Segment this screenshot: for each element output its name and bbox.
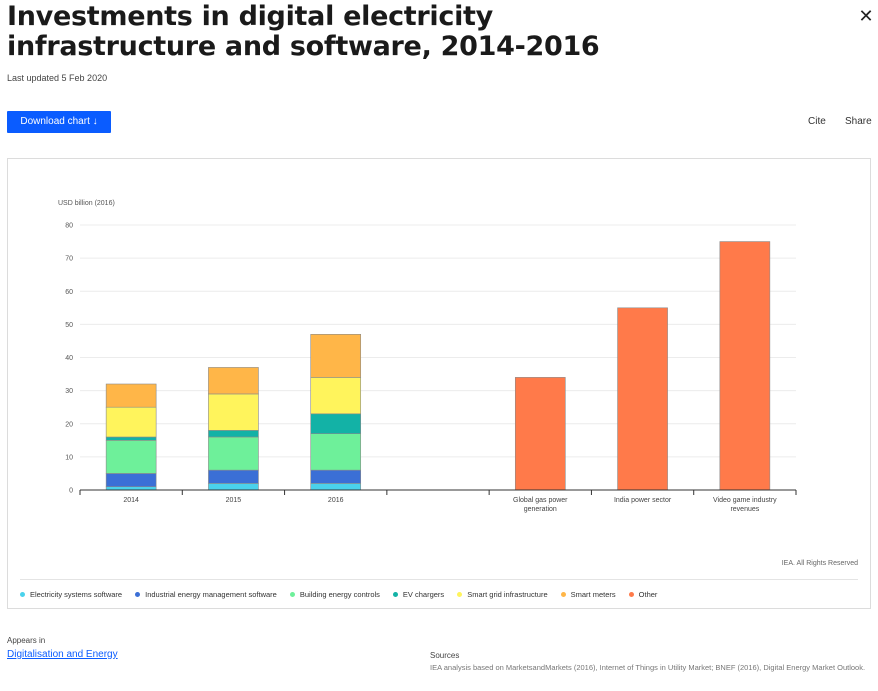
cite-button[interactable]: Cite (808, 116, 826, 127)
legend-swatch (20, 592, 25, 597)
y-tick-label: 50 (65, 322, 73, 329)
legend-swatch (392, 592, 398, 597)
bar-segment (105, 440, 157, 474)
bar-segment (310, 377, 362, 415)
close-icon[interactable]: ✕ (858, 6, 874, 26)
bar-segment (310, 433, 362, 471)
legend-item[interactable]: Industrial energy management software (135, 590, 277, 599)
y-tick-label: 20 (65, 421, 73, 428)
legend-swatch (628, 592, 634, 597)
bar-segment (208, 436, 259, 471)
bar-segment (310, 469, 362, 484)
x-tick-label: 2015 (226, 497, 242, 504)
bar-segment (719, 241, 771, 491)
legend-item[interactable]: Other (628, 590, 658, 599)
y-tick-label: 40 (65, 355, 73, 362)
sources-text: IEA analysis based on MarketsandMarkets … (430, 663, 866, 672)
y-tick-label: 10 (65, 454, 73, 461)
y-tick-label: 60 (65, 289, 73, 296)
y-tick-label: 70 (65, 256, 73, 263)
download-chart-button[interactable]: Download chart ↓ (7, 111, 111, 133)
last-updated: Last updated 5 Feb 2020 (7, 73, 108, 83)
legend-label: EV chargers (402, 590, 445, 599)
bar-segment (310, 334, 362, 378)
legend-divider (20, 579, 858, 580)
legend-label: Electricity systems software (30, 590, 123, 599)
legend-swatch (289, 592, 295, 597)
y-tick-label: 80 (65, 223, 73, 230)
legend-item[interactable]: Electricity systems software (20, 590, 122, 599)
legend-label: Other (638, 590, 658, 599)
legend-item[interactable]: Smart grid infrastructure (457, 590, 548, 599)
appears-in-label: Appears in (7, 636, 46, 645)
x-tick-label: 2014 (123, 497, 139, 504)
bar-segment (617, 307, 668, 491)
bar-segment (208, 469, 259, 484)
bar-segment (208, 430, 259, 438)
x-tick-label: 2016 (328, 497, 344, 504)
x-tick-label: India power sector (614, 497, 672, 504)
chart-legend: Electricity systems software Industrial e… (20, 590, 657, 599)
bar-segment (105, 473, 157, 487)
legend-label: Smart meters (570, 590, 616, 599)
bar-segment (514, 377, 566, 491)
chart-panel: USD billion (2016) 0 10 20 30 40 50 60 70 80 2014 2… (7, 158, 871, 609)
appears-in-link[interactable]: Digitalisation and Energy (7, 649, 118, 660)
x-tick-label: Global gas power generation (513, 497, 568, 513)
rights-note: IEA. All Rights Reserved (781, 560, 858, 567)
legend-swatch (560, 592, 566, 597)
sources-label: Sources (430, 651, 460, 660)
bar-segment (105, 406, 157, 438)
share-button[interactable]: Share (845, 116, 872, 127)
y-tick-label: 30 (65, 388, 73, 395)
legend-swatch (457, 592, 463, 597)
legend-item[interactable]: Smart meters (560, 590, 616, 599)
y-axis-label: USD billion (2016) (58, 200, 115, 207)
bar-segment (208, 483, 259, 491)
legend-label: Building energy controls (299, 590, 380, 599)
y-tick-label: 0 (69, 488, 73, 495)
x-tick-label: Video game industry revenues (713, 497, 777, 513)
legend-item[interactable]: Building energy controls (289, 590, 380, 599)
bar-segment (105, 383, 157, 408)
legend-label: Smart grid infrastructure (467, 590, 548, 599)
legend-swatch (135, 592, 141, 597)
bar-segment (310, 483, 362, 491)
legend-label: Industrial energy management software (145, 590, 277, 599)
bar-segment (310, 413, 362, 434)
bar-segment (105, 436, 157, 441)
bar-segment (208, 393, 259, 431)
legend-item[interactable]: EV chargers (392, 590, 445, 599)
bar-chart: USD billion (2016) 0 10 20 30 40 50 60 70 80 2014 2… (58, 200, 797, 513)
bar-segment (208, 367, 259, 395)
page-title: Investments in digital electricity infra… (7, 1, 600, 62)
